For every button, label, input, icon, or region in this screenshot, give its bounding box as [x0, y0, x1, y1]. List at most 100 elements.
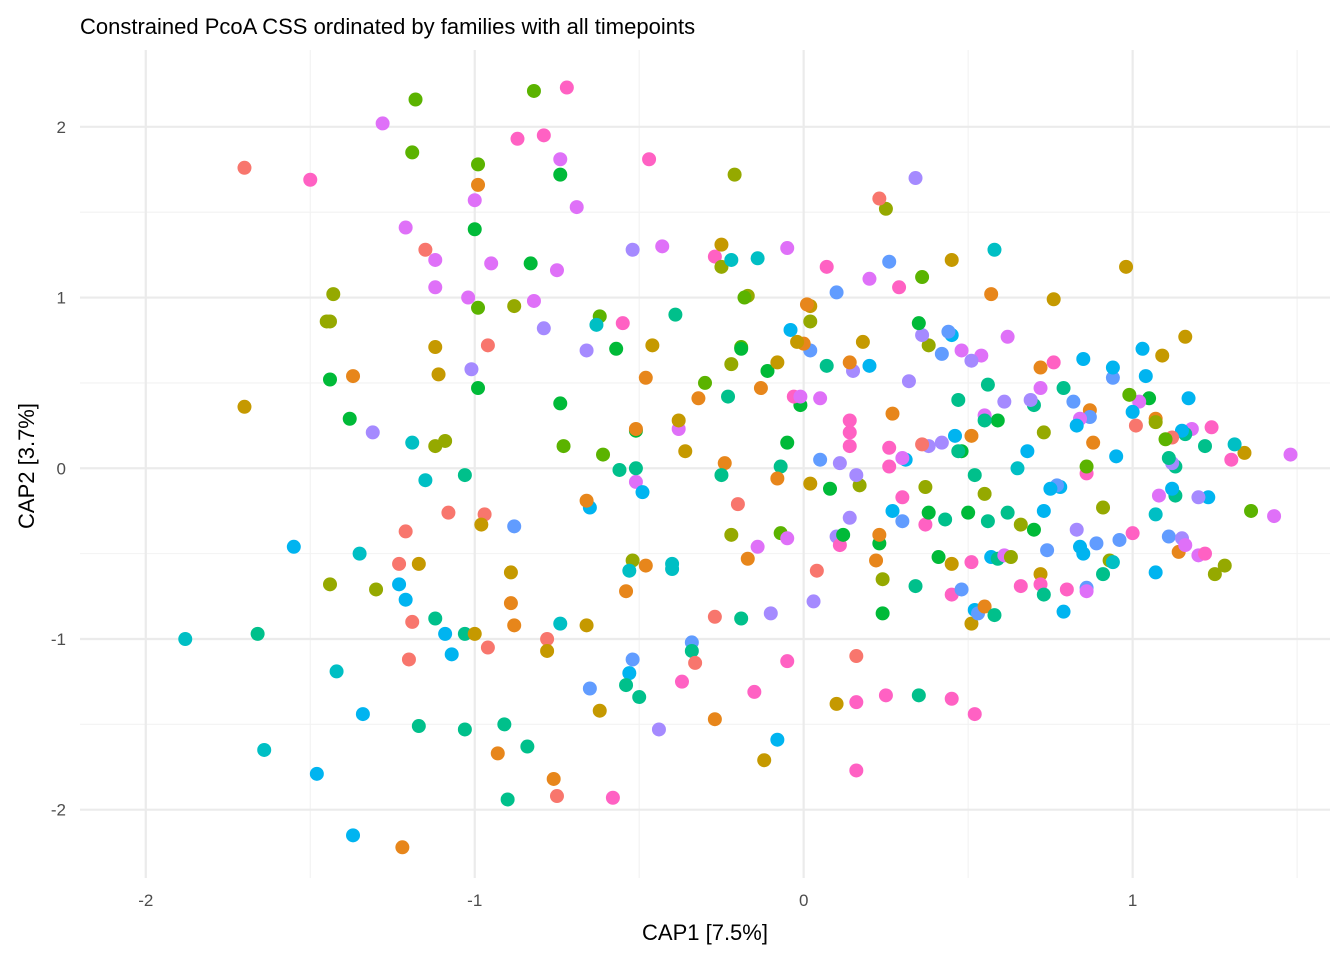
data-point	[760, 363, 775, 378]
data-point	[849, 649, 864, 664]
data-point	[625, 652, 640, 667]
data-point	[1003, 550, 1018, 565]
data-point	[1201, 490, 1216, 505]
data-point	[1076, 546, 1091, 561]
data-point	[1036, 503, 1051, 518]
data-point	[428, 611, 443, 626]
data-point	[714, 237, 729, 252]
data-point	[931, 550, 946, 565]
data-point	[823, 481, 837, 496]
data-point	[921, 338, 936, 353]
data-point	[1128, 418, 1143, 433]
data-point	[770, 471, 785, 486]
data-point	[809, 563, 824, 578]
data-point	[1207, 567, 1222, 582]
data-point	[1079, 584, 1094, 599]
data-point	[740, 551, 755, 566]
data-point	[757, 753, 772, 768]
data-point	[303, 172, 318, 187]
data-point	[579, 493, 594, 508]
data-point	[1026, 522, 1041, 537]
data-point	[714, 259, 729, 274]
data-point	[559, 80, 574, 95]
data-point	[1148, 565, 1163, 580]
data-point	[457, 468, 472, 483]
data-point	[842, 413, 857, 428]
data-point	[862, 271, 877, 286]
data-point	[849, 468, 864, 483]
data-point	[405, 614, 420, 629]
data-point	[405, 435, 420, 450]
data-point	[737, 290, 752, 305]
data-point	[1036, 425, 1051, 440]
data-point	[464, 362, 479, 377]
data-point	[1138, 369, 1153, 384]
data-point	[901, 374, 916, 389]
data-point	[724, 527, 739, 542]
data-point	[1161, 451, 1176, 466]
data-point	[411, 719, 426, 734]
data-point	[829, 285, 844, 300]
data-point	[323, 372, 337, 387]
data-point	[480, 640, 495, 655]
x-tick-label: 0	[799, 891, 808, 910]
data-point	[323, 314, 337, 329]
data-point	[605, 790, 620, 805]
data-point	[612, 462, 627, 477]
data-point	[1174, 423, 1189, 438]
data-point	[467, 626, 482, 641]
data-point	[497, 717, 512, 732]
data-point	[619, 584, 634, 599]
data-point	[549, 263, 564, 278]
data-point	[813, 452, 828, 467]
data-point	[1191, 490, 1206, 505]
data-point	[1148, 507, 1163, 522]
data-point	[615, 316, 630, 331]
data-point	[628, 422, 643, 437]
data-point	[1046, 292, 1061, 307]
data-point	[523, 256, 538, 271]
data-point	[480, 338, 495, 353]
data-point	[1237, 445, 1252, 460]
data-point	[882, 459, 897, 474]
data-point	[457, 722, 472, 737]
data-point	[911, 688, 926, 703]
data-point	[398, 524, 413, 539]
data-point	[780, 531, 795, 546]
data-point	[1135, 341, 1150, 356]
data-point	[734, 611, 749, 626]
data-point	[714, 468, 729, 483]
data-point	[250, 626, 265, 641]
data-point	[954, 582, 969, 597]
data-point	[651, 722, 666, 737]
data-point	[1010, 461, 1025, 476]
data-point	[915, 437, 930, 452]
data-point	[803, 476, 818, 491]
data-point	[980, 514, 995, 529]
data-point	[342, 411, 357, 426]
data-point	[392, 556, 407, 571]
x-tick-label: -1	[467, 891, 482, 910]
data-point	[892, 280, 907, 295]
data-point	[1132, 394, 1147, 409]
data-point	[444, 647, 459, 662]
data-point	[941, 324, 956, 339]
data-point	[724, 357, 739, 372]
data-point	[954, 343, 969, 358]
y-tick-label: -2	[51, 801, 66, 820]
data-point	[1244, 503, 1259, 518]
data-point	[628, 461, 643, 476]
y-axis-label: CAP2 [3.7%]	[14, 403, 39, 529]
data-point	[569, 200, 584, 215]
data-points	[178, 80, 1298, 855]
data-point	[668, 307, 683, 322]
major-grid	[80, 50, 1330, 878]
data-point	[582, 681, 597, 696]
data-point	[829, 696, 844, 711]
data-point	[596, 447, 611, 462]
data-point	[934, 435, 949, 450]
data-point	[553, 152, 568, 167]
data-point	[352, 546, 367, 561]
data-point	[490, 746, 505, 761]
data-point	[688, 655, 703, 670]
